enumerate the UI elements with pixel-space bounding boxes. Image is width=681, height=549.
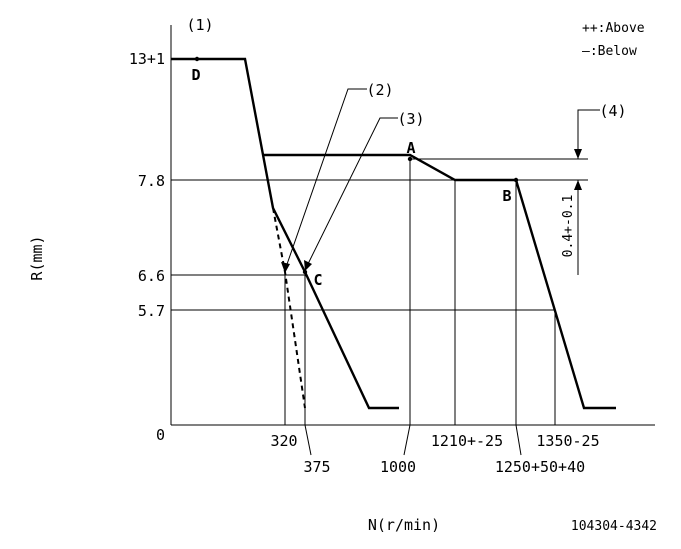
callout-3: (3)	[397, 110, 424, 128]
y-tick-6-6: 6.6	[138, 267, 165, 285]
x-tick-1350: 1350-25	[536, 432, 599, 450]
point-B-marker	[513, 177, 519, 183]
connector-1250	[515, 424, 522, 456]
x-tick-320: 320	[270, 432, 297, 450]
callout-4: (4)	[599, 102, 626, 120]
point-A-label: A	[406, 139, 415, 157]
point-C-marker	[302, 269, 308, 275]
legend-below: —:Below	[582, 44, 637, 59]
y-tick-0: 0	[156, 426, 165, 444]
dim-arrow-bottom	[574, 180, 582, 190]
callout-2: (2)	[366, 81, 393, 99]
x-tick-375: 375	[303, 458, 330, 476]
y-tick-13: 13+1	[129, 50, 165, 68]
arrowhead-3	[304, 260, 312, 271]
curve-full-load	[171, 57, 399, 410]
curve-governor	[263, 153, 616, 410]
connector-1000	[403, 424, 411, 456]
leader-2	[284, 88, 367, 271]
x-tick-1000: 1000	[380, 458, 416, 476]
callout-1: (1)	[186, 16, 213, 34]
dim-arrow-top	[574, 149, 582, 159]
point-B-label: B	[502, 187, 511, 205]
connector-375	[304, 424, 312, 456]
point-A-marker	[407, 156, 413, 162]
y-tick-7-8: 7.8	[138, 172, 165, 190]
document-id: 104304-4342	[571, 519, 657, 534]
y-axis-label: R(mm)	[28, 235, 46, 280]
point-C-label: C	[313, 271, 322, 289]
x-axis-label: N(r/min)	[368, 516, 440, 534]
leader-3	[305, 117, 398, 269]
point-D-label: D	[191, 66, 200, 84]
leader-4	[577, 109, 600, 159]
x-tick-1210: 1210+-25	[431, 432, 503, 450]
arrowhead-2	[281, 262, 290, 273]
point-D-marker	[194, 56, 200, 62]
y-tick-5-7: 5.7	[138, 302, 165, 320]
x-tick-1250: 1250+50+40	[495, 458, 585, 476]
legend-above: ++:Above	[582, 21, 645, 36]
dim-value: 0.4+-0.1	[561, 195, 576, 258]
